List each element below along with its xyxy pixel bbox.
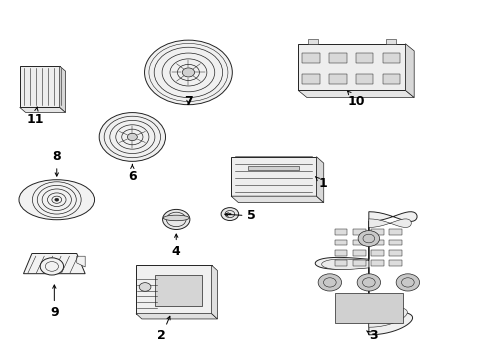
- Circle shape: [395, 274, 419, 291]
- Text: 7: 7: [183, 95, 192, 108]
- Bar: [307, 40, 317, 44]
- Bar: [334, 260, 346, 266]
- Bar: [334, 240, 346, 246]
- Ellipse shape: [163, 215, 189, 221]
- Polygon shape: [136, 314, 217, 319]
- Polygon shape: [60, 66, 65, 112]
- Circle shape: [127, 133, 137, 141]
- Text: 6: 6: [128, 165, 136, 183]
- Text: 3: 3: [366, 329, 377, 342]
- Polygon shape: [77, 256, 85, 267]
- Bar: [352, 250, 365, 256]
- Bar: [298, 44, 405, 90]
- Text: 10: 10: [347, 91, 365, 108]
- Text: 2: 2: [157, 316, 170, 342]
- Bar: [352, 229, 365, 235]
- Bar: [355, 74, 373, 84]
- Text: 4: 4: [171, 234, 180, 258]
- Bar: [302, 74, 319, 84]
- Bar: [388, 250, 401, 256]
- Bar: [352, 260, 365, 266]
- Polygon shape: [405, 44, 413, 98]
- Polygon shape: [231, 196, 323, 203]
- Polygon shape: [316, 157, 323, 203]
- Bar: [385, 40, 395, 44]
- Bar: [388, 260, 401, 266]
- Bar: [136, 265, 211, 314]
- Bar: [231, 157, 316, 196]
- Polygon shape: [321, 219, 410, 327]
- Text: 5: 5: [224, 210, 256, 222]
- Text: 11: 11: [26, 107, 43, 126]
- Circle shape: [139, 283, 151, 291]
- Bar: [382, 74, 399, 84]
- Text: 8: 8: [52, 150, 61, 176]
- Circle shape: [162, 210, 189, 229]
- Bar: [370, 250, 383, 256]
- Bar: [370, 229, 383, 235]
- Circle shape: [357, 231, 379, 246]
- Bar: [302, 53, 319, 63]
- Polygon shape: [298, 90, 413, 98]
- Circle shape: [40, 258, 63, 275]
- Circle shape: [55, 198, 59, 201]
- Circle shape: [99, 113, 165, 161]
- Bar: [382, 53, 399, 63]
- Polygon shape: [315, 212, 416, 335]
- Circle shape: [182, 68, 194, 77]
- Bar: [388, 229, 401, 235]
- Ellipse shape: [19, 180, 94, 220]
- Bar: [370, 240, 383, 246]
- Circle shape: [318, 274, 341, 291]
- Circle shape: [228, 213, 231, 215]
- Polygon shape: [211, 265, 217, 319]
- Bar: [20, 66, 60, 107]
- Bar: [388, 240, 401, 246]
- Bar: [334, 250, 346, 256]
- Bar: [155, 275, 202, 306]
- Bar: [334, 293, 402, 323]
- Bar: [328, 74, 346, 84]
- Bar: [355, 53, 373, 63]
- Circle shape: [144, 40, 232, 105]
- Text: 9: 9: [50, 285, 59, 319]
- Bar: [247, 166, 299, 171]
- Polygon shape: [20, 107, 65, 112]
- Circle shape: [356, 274, 380, 291]
- Bar: [334, 229, 346, 235]
- Circle shape: [221, 208, 238, 221]
- Bar: [328, 53, 346, 63]
- Bar: [370, 260, 383, 266]
- Text: 1: 1: [315, 176, 326, 190]
- Bar: [352, 240, 365, 246]
- Polygon shape: [23, 253, 85, 274]
